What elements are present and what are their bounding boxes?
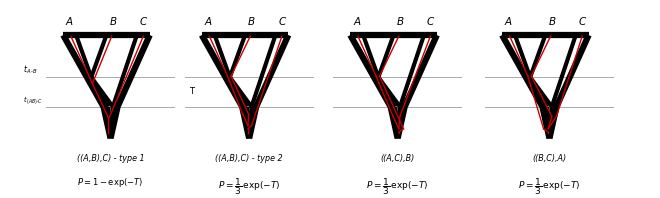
Text: $t_{\,\mathit{(AB)}\text{-}\mathit{C}}$: $t_{\,\mathit{(AB)}\text{-}\mathit{C}}$: [23, 94, 43, 106]
Text: $P = \dfrac{1}{3}\,\exp(-T)$: $P = \dfrac{1}{3}\,\exp(-T)$: [518, 176, 581, 197]
Text: B: B: [548, 17, 555, 27]
Text: $P = 1 - \exp(-T)$: $P = 1 - \exp(-T)$: [77, 176, 144, 189]
Text: A: A: [353, 17, 360, 27]
Text: $P = \dfrac{1}{3}\,\exp(-T)$: $P = \dfrac{1}{3}\,\exp(-T)$: [366, 176, 429, 197]
Text: A: A: [505, 17, 512, 27]
Text: $t_{\,\mathit{A}\text{-}\mathit{B}}$: $t_{\,\mathit{A}\text{-}\mathit{B}}$: [23, 64, 38, 76]
Text: T: T: [189, 88, 194, 96]
Text: C: C: [279, 17, 286, 27]
Text: B: B: [397, 17, 403, 27]
Text: C: C: [579, 17, 586, 27]
Text: ((B,C),A): ((B,C),A): [533, 154, 566, 163]
Text: A: A: [205, 17, 212, 27]
Text: B: B: [110, 17, 116, 27]
Text: B: B: [248, 17, 255, 27]
Text: C: C: [140, 17, 147, 27]
Text: ((A,B),C) - type 1: ((A,B),C) - type 1: [77, 154, 145, 163]
Text: ((A,C),B): ((A,C),B): [381, 154, 414, 163]
Text: A: A: [66, 17, 73, 27]
Text: $P = \dfrac{1}{3}\,\exp(-T)$: $P = \dfrac{1}{3}\,\exp(-T)$: [218, 176, 280, 197]
Text: C: C: [427, 17, 434, 27]
Text: ((A,B),C) - type 2: ((A,B),C) - type 2: [215, 154, 283, 163]
